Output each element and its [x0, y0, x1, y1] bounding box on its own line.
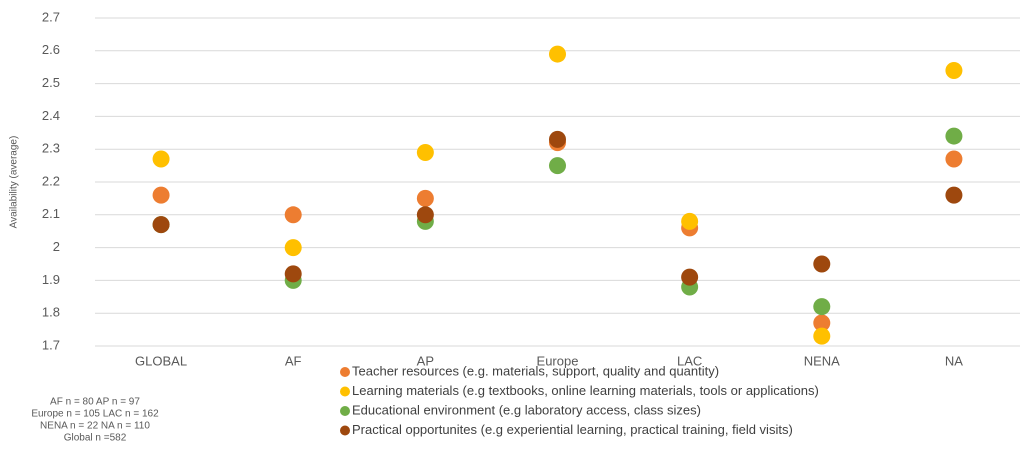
y-tick-label: 2.1 [42, 206, 60, 221]
y-tick-label: 2.7 [42, 9, 60, 24]
point [681, 212, 699, 230]
legend-label: Practical opportunites (e.g experiential… [352, 422, 793, 437]
note: Europe n = 105 LAC n = 162 [31, 409, 159, 420]
legend-marker [340, 386, 350, 397]
point [284, 265, 302, 283]
x-tick-label: GLOBAL [135, 353, 187, 368]
point [549, 130, 566, 148]
point [813, 255, 831, 273]
point [152, 186, 170, 204]
y-tick-label: 2.6 [42, 42, 60, 57]
point [945, 127, 963, 145]
y-tick-label: 1.9 [42, 272, 60, 287]
point [813, 298, 831, 316]
y-tick-label: 2.4 [42, 108, 60, 123]
point [945, 150, 963, 168]
note: AF n = 80 AP n = 97 [50, 397, 140, 408]
point [549, 157, 566, 175]
point [152, 150, 170, 168]
legend-label: Learning materials (e.g textbooks, onlin… [352, 383, 819, 398]
point [416, 143, 434, 161]
y-tick-label: 2.5 [42, 75, 60, 90]
legend-marker [340, 367, 350, 377]
x-tick-label: LAC [677, 353, 702, 368]
point [152, 216, 170, 234]
y-tick-label: 1.8 [42, 305, 60, 320]
y-tick-label: 2.3 [42, 141, 60, 156]
legend-marker [340, 425, 350, 436]
x-tick-label: NENA [804, 353, 840, 368]
legend-label: Educational environment (e.g laboratory … [352, 402, 701, 417]
point [945, 61, 963, 79]
x-tick-label: AP [417, 353, 434, 368]
y-tick-label: 2.2 [42, 173, 60, 188]
note: Global n =582 [64, 433, 127, 444]
y-axis-label: Availability (average) [9, 136, 20, 229]
point [813, 314, 831, 332]
x-tick-label: Europe [537, 353, 579, 368]
point [681, 268, 699, 286]
note: NENA n = 22 NA n = 110 [40, 421, 150, 432]
legend-marker [340, 406, 350, 416]
y-tick-label: 1.7 [42, 337, 60, 352]
x-tick-label: NA [945, 353, 963, 368]
legend-label: Teacher resources (e.g. materials, suppo… [352, 363, 719, 378]
point [284, 206, 302, 224]
point [416, 189, 434, 207]
point [945, 186, 963, 204]
y-tick-label: 2 [53, 239, 60, 254]
point [813, 327, 831, 345]
x-tick-label: AF [285, 353, 302, 368]
point [549, 45, 566, 63]
point [284, 239, 302, 257]
point [416, 206, 434, 224]
